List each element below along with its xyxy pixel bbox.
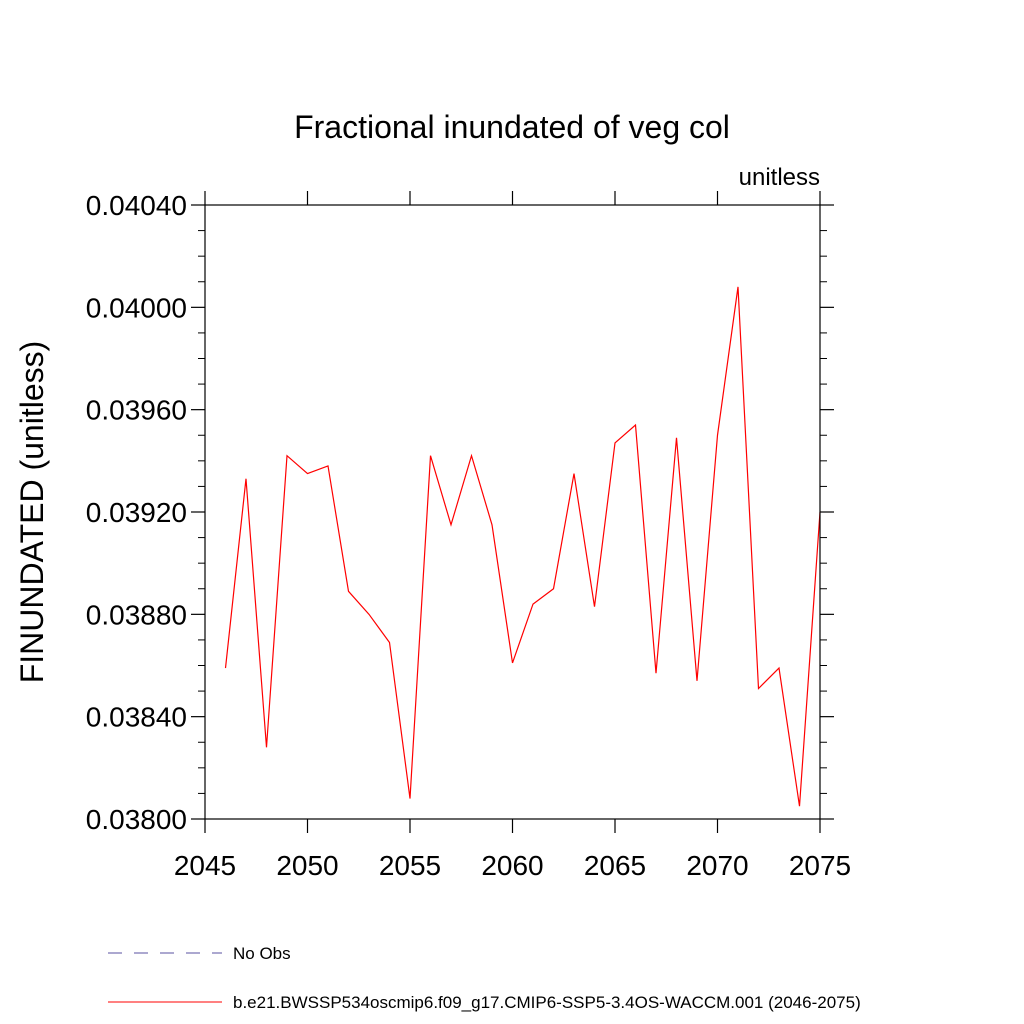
- x-tick-label: 2065: [584, 850, 646, 881]
- chart-title: Fractional inundated of veg col: [294, 109, 730, 145]
- legend-label: No Obs: [233, 944, 291, 963]
- y-tick-label: 0.03800: [86, 804, 187, 835]
- x-tick-label: 2075: [789, 850, 851, 881]
- y-tick-label: 0.03920: [86, 497, 187, 528]
- legend-label: b.e21.BWSSP534oscmip6.f09_g17.CMIP6-SSP5…: [233, 993, 861, 1012]
- data-series: [224, 286, 821, 807]
- y-tick-label: 0.03960: [86, 395, 187, 426]
- x-tick-label: 2050: [276, 850, 338, 881]
- y-tick-labels: 0.03800 0.03840 0.03880 0.03920 0.03960 0.040…: [86, 190, 187, 835]
- y-tick-label: 0.03840: [86, 702, 187, 733]
- plot-frame: [204, 204, 821, 820]
- y-tick-label: 0.04000: [86, 292, 187, 323]
- x-tick-label: 2060: [481, 850, 543, 881]
- y-axis-label: FINUNDATED (unitless): [14, 341, 50, 684]
- units-label: unitless: [739, 164, 820, 191]
- x-tick-label: 2055: [379, 850, 441, 881]
- tick-marks: [191, 191, 834, 833]
- x-tick-labels: 2045 2050 2055 2060 2065 2070 2075: [174, 850, 851, 881]
- x-tick-label: 2070: [686, 850, 748, 881]
- y-tick-label: 0.03880: [86, 599, 187, 630]
- series-line: [224, 286, 821, 807]
- y-tick-label: 0.04040: [86, 190, 187, 221]
- legend: No Obs b.e21.BWSSP534oscmip6.f09_g17.CMIP…: [108, 944, 861, 1012]
- x-tick-label: 2045: [174, 850, 236, 881]
